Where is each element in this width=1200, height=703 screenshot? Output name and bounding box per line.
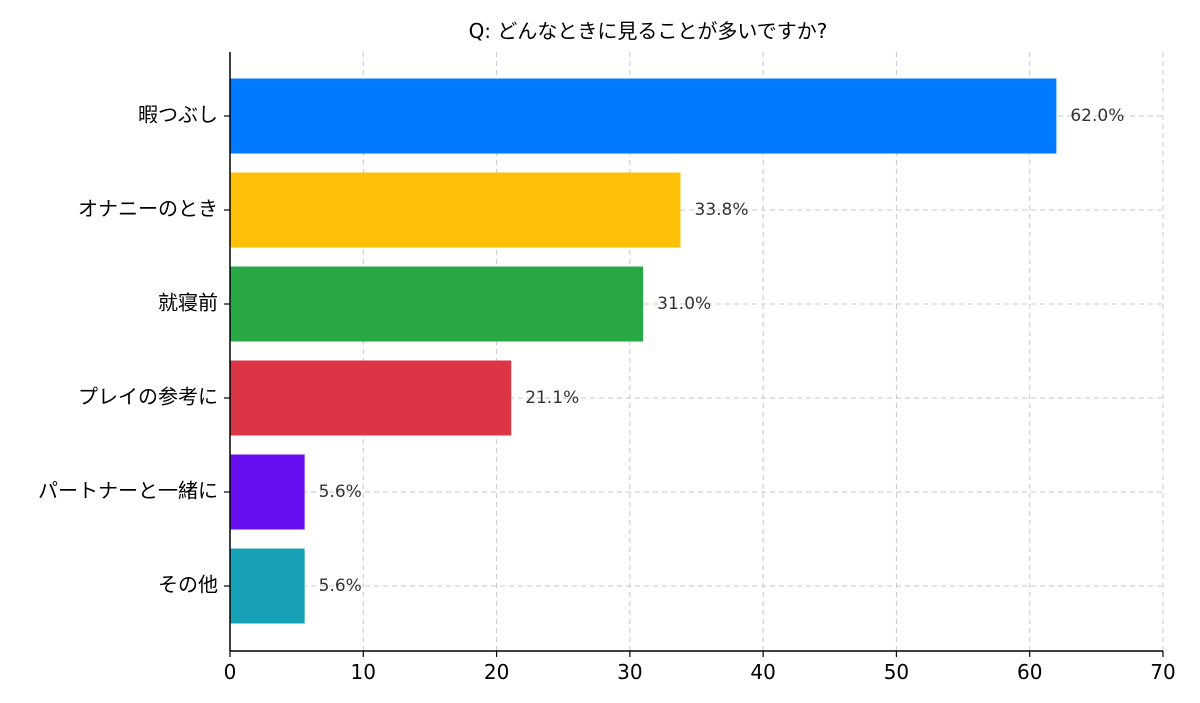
category-label: 暇つぶし bbox=[138, 103, 218, 127]
category-label: プレイの参考に bbox=[78, 385, 218, 409]
x-tick-label: 10 bbox=[351, 660, 376, 684]
x-tick-label: 60 bbox=[1017, 660, 1042, 684]
data-label: 21.1% bbox=[525, 388, 579, 408]
x-tick-label: 40 bbox=[750, 660, 775, 684]
category-label: オナニーのとき bbox=[78, 197, 218, 221]
bars bbox=[230, 78, 1057, 624]
bar bbox=[230, 454, 305, 530]
x-tick-label: 70 bbox=[1150, 660, 1175, 684]
category-label: パートナーと一緒に bbox=[38, 479, 218, 503]
data-label: 33.8% bbox=[695, 200, 749, 220]
bar bbox=[230, 548, 305, 624]
x-tick-label: 0 bbox=[224, 660, 237, 684]
bar bbox=[230, 172, 681, 248]
data-label: 31.0% bbox=[657, 294, 711, 314]
data-label: 5.6% bbox=[319, 576, 362, 596]
category-label: 就寝前 bbox=[158, 291, 218, 315]
labels: 暇つぶし 62.0% オナニーのとき 33.8% 就寝前 31.0% プレイの参考に 21.1… bbox=[38, 103, 1176, 685]
chart-title: Q: どんなときに見ることが多いですか? bbox=[469, 19, 828, 43]
bar bbox=[230, 78, 1057, 154]
data-label: 62.0% bbox=[1070, 106, 1124, 126]
category-label: その他 bbox=[158, 573, 218, 597]
x-tick-label: 20 bbox=[484, 660, 509, 684]
axes bbox=[224, 52, 1164, 657]
bar bbox=[230, 360, 512, 436]
data-label: 5.6% bbox=[319, 482, 362, 502]
x-tick-label: 50 bbox=[884, 660, 909, 684]
x-tick-label: 30 bbox=[617, 660, 642, 684]
bar bbox=[230, 266, 644, 342]
